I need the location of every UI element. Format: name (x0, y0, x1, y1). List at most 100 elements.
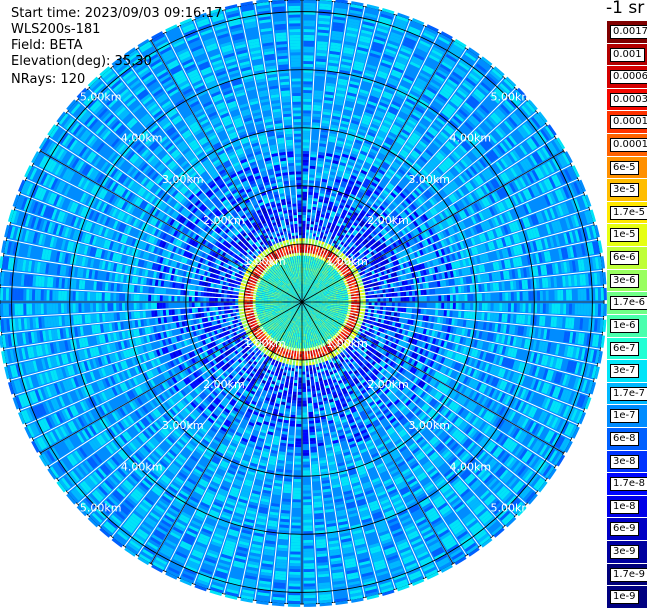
range-gate (560, 304, 563, 315)
range-gate (453, 303, 456, 309)
range-gate (502, 303, 505, 311)
range-gate (310, 438, 316, 441)
range-gate (307, 389, 311, 392)
range-gate (295, 447, 301, 450)
range-gate (303, 389, 307, 392)
range-gate (334, 302, 337, 303)
range-gate (303, 543, 313, 546)
range-gate (406, 303, 409, 307)
range-gate (455, 311, 458, 317)
range-gate (313, 397, 317, 400)
range-gate (307, 394, 311, 397)
range-gate (292, 514, 301, 517)
range-gate (304, 604, 316, 607)
range-gate (304, 566, 315, 569)
range-gate (294, 377, 297, 380)
range-gate (293, 496, 301, 499)
range-gate (303, 482, 310, 485)
range-gate (293, 386, 297, 389)
range-gate (291, 406, 295, 409)
range-gate (391, 312, 394, 316)
range-gate (296, 430, 301, 433)
range-gate (290, 377, 293, 380)
range-gate (297, 398, 301, 401)
range-gate (296, 438, 302, 441)
range-gate (284, 484, 292, 487)
range-gate (380, 311, 383, 315)
range-gate (287, 449, 293, 452)
range-gate (580, 304, 583, 315)
range-gate (386, 307, 389, 311)
range-gate (368, 309, 371, 312)
range-gate (311, 452, 317, 455)
range-gate (302, 351, 304, 354)
range-gate (294, 470, 301, 473)
range-gate (384, 316, 387, 320)
range-gate (311, 382, 315, 385)
range-gate (308, 400, 312, 403)
range-gate (303, 491, 311, 494)
range-gate (299, 375, 302, 378)
range-gate (549, 303, 552, 313)
range-gate (598, 304, 601, 316)
range-gate (363, 302, 366, 305)
range-gate (304, 563, 315, 566)
range-gate (287, 446, 293, 449)
range-gate (505, 303, 508, 311)
range-gate (309, 423, 314, 426)
range-gate (303, 421, 308, 424)
range-gate (306, 374, 309, 377)
range-gate (292, 517, 301, 520)
range-gate (293, 488, 301, 491)
range-gate (285, 411, 290, 414)
range-gate (312, 391, 316, 394)
range-gate (313, 481, 321, 484)
range-gate (346, 302, 349, 304)
range-gate (294, 479, 301, 482)
range-gate (285, 382, 289, 385)
range-gate (583, 304, 586, 316)
range-gate (441, 303, 444, 309)
range-gate (481, 313, 484, 321)
range-gate (307, 380, 310, 383)
range-gate (286, 461, 293, 464)
range-gate (412, 303, 415, 308)
range-gate (290, 554, 300, 557)
range-gate (310, 444, 316, 447)
range-gate (296, 424, 301, 427)
range-gate (575, 304, 578, 315)
range-gate (409, 308, 412, 313)
range-gate (303, 427, 308, 430)
range-gate (299, 372, 302, 375)
range-gate (306, 366, 309, 369)
range-gate (303, 549, 313, 552)
range-gate (377, 302, 380, 305)
range-gate (311, 449, 317, 452)
range-gate (298, 340, 300, 343)
range-gate (313, 400, 317, 403)
range-gate (295, 371, 298, 374)
range-gate (287, 397, 291, 400)
range-gate (292, 508, 300, 511)
range-gate (435, 303, 438, 309)
range-gate (499, 303, 502, 311)
range-gate (303, 537, 313, 540)
range-gate (470, 312, 473, 319)
range-gate (311, 461, 318, 464)
range-gate (303, 546, 313, 549)
range-gate (340, 304, 343, 306)
range-gate (303, 517, 312, 520)
range-gate (298, 337, 300, 340)
range-gate (286, 458, 293, 461)
range-gate (288, 441, 294, 444)
range-gate (292, 400, 296, 403)
range-gate (566, 304, 569, 315)
range-gate (299, 369, 302, 372)
range-gate (304, 554, 314, 557)
range-gate (307, 392, 311, 395)
range-gate (304, 569, 315, 572)
range-gate (286, 376, 290, 379)
range-gate (400, 313, 403, 317)
range-gate (409, 303, 412, 307)
range-gate (462, 303, 465, 310)
